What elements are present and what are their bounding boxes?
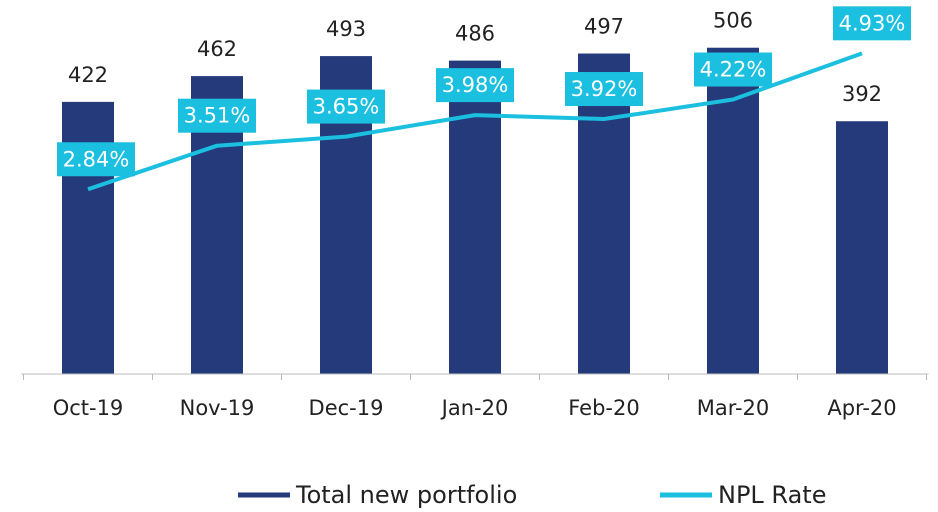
data-label-box: [565, 72, 643, 107]
data-label-box: [436, 68, 514, 103]
x-tick-label: Dec-19: [309, 396, 384, 420]
x-tick-label: Mar-20: [697, 396, 770, 420]
x-tick-label: Jan-20: [440, 396, 509, 420]
bar-value-label: 497: [584, 15, 624, 39]
x-tick-label: Apr-20: [827, 396, 896, 420]
bar: [836, 121, 888, 374]
data-label: 4.22%: [700, 58, 767, 82]
data-label: 3.92%: [571, 77, 638, 101]
data-label-box: [307, 89, 385, 124]
bar: [578, 53, 630, 374]
bar-value-label: 392: [842, 82, 882, 106]
legend-label: NPL Rate: [718, 481, 826, 509]
bar: [707, 47, 759, 374]
x-tick-label: Nov-19: [180, 396, 255, 420]
data-label-box: [178, 98, 256, 133]
bar-value-label: 506: [713, 9, 753, 33]
npl-line: [87, 51, 863, 192]
data-label: 2.84%: [63, 147, 130, 171]
bar: [449, 60, 501, 374]
x-tick-label: Oct-19: [53, 396, 124, 420]
data-label-box: [833, 6, 911, 41]
x-tick-label: Feb-20: [568, 396, 639, 420]
data-label: 3.51%: [184, 104, 251, 128]
data-label-box: [57, 142, 135, 177]
bar-value-label: 422: [68, 63, 108, 87]
data-label: 3.98%: [442, 73, 509, 97]
data-label-box: [694, 52, 772, 87]
bar-value-label: 486: [455, 22, 495, 46]
bar-value-label: 462: [197, 37, 237, 61]
data-label: 4.93%: [839, 11, 906, 35]
legend-label: Total new portfolio: [295, 481, 517, 509]
data-label: 3.65%: [313, 95, 380, 119]
bar-value-label: 493: [326, 17, 366, 41]
